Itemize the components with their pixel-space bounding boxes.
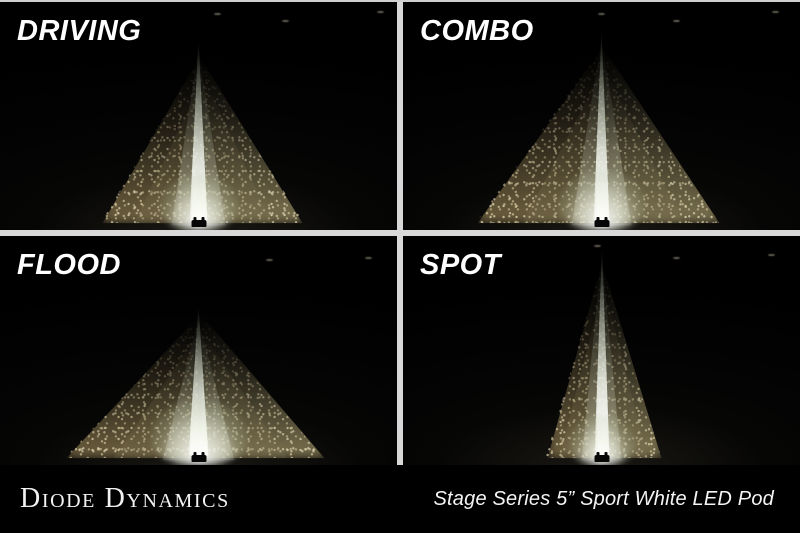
led-pod-silhouette-icon — [594, 216, 609, 227]
beam-label-combo: COMBO — [420, 15, 534, 47]
distant-reflector-icon — [214, 13, 222, 16]
night-road-scene — [403, 236, 800, 465]
beam-panel-combo[interactable]: COMBO — [403, 2, 800, 230]
night-road-scene — [0, 2, 397, 230]
night-road-scene — [0, 236, 397, 465]
distant-reflector-icon — [593, 245, 601, 248]
distant-reflector-icon — [597, 13, 605, 16]
distant-reflector-icon — [365, 256, 373, 259]
footer-bar: Diode Dynamics Stage Series 5” Sport Whi… — [0, 465, 800, 533]
beam-pattern-grid: DRIVING COMBO — [0, 2, 800, 465]
beam-panel-flood[interactable]: FLOOD — [0, 236, 397, 465]
beam-panel-driving[interactable]: DRIVING — [0, 2, 397, 230]
night-road-scene — [403, 2, 800, 230]
beam-label-spot: SPOT — [420, 249, 501, 281]
top-divider-rule — [0, 0, 800, 2]
beam-label-driving: DRIVING — [17, 15, 142, 47]
distant-reflector-icon — [772, 11, 780, 14]
distant-reflector-icon — [281, 20, 289, 23]
horizon-shade — [0, 236, 397, 296]
product-name: Stage Series 5” Sport White LED Pod — [433, 487, 774, 510]
led-pod-silhouette-icon — [191, 216, 206, 227]
brand-logo: Diode Dynamics — [20, 483, 230, 514]
ground-glow — [150, 399, 247, 465]
distant-reflector-icon — [265, 258, 273, 261]
distant-reflector-icon — [768, 254, 776, 257]
beam-label-flood: FLOOD — [17, 249, 121, 281]
led-pod-silhouette-icon — [594, 451, 609, 462]
beam-panel-spot[interactable]: SPOT — [403, 236, 800, 465]
distant-reflector-icon — [672, 20, 680, 23]
distant-reflector-icon — [672, 256, 680, 259]
led-pod-silhouette-icon — [191, 451, 206, 462]
distant-reflector-icon — [377, 11, 385, 14]
